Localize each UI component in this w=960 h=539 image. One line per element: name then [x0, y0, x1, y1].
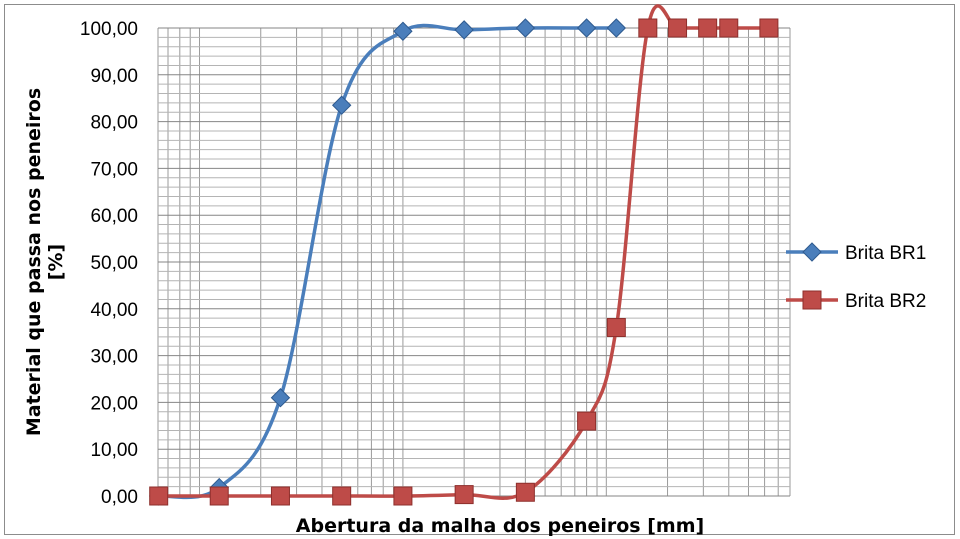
y-tick-label: 80,00	[90, 113, 138, 134]
series-line-brita-br1	[158, 23, 617, 500]
y-axis-title: Material que passa nos peneiros[%]	[23, 88, 67, 436]
y-tick-label: 20,00	[90, 393, 138, 414]
legend-marker-brita-br1	[802, 242, 822, 262]
y-axis-title-line-2: [%]	[45, 244, 67, 280]
y-tick-label: 70,00	[90, 159, 138, 180]
legend-item-brita-br2: Brita BR2	[786, 290, 926, 312]
data-point-brita-br2	[332, 486, 352, 506]
series-brita-br2	[149, 4, 779, 506]
data-point-brita-br2	[638, 18, 658, 38]
data-point-brita-br2	[577, 411, 597, 431]
data-point-brita-br1	[606, 18, 627, 38]
data-point-brita-br2	[606, 318, 626, 338]
legend-label-brita-br2: Brita BR2	[845, 291, 926, 312]
y-tick-label: 60,00	[90, 206, 138, 227]
series-layer	[148, 4, 779, 506]
data-point-brita-br1	[331, 95, 352, 115]
y-tick-label: 30,00	[90, 347, 138, 368]
data-point-brita-br1	[393, 21, 413, 41]
data-point-brita-br2	[698, 18, 718, 38]
data-point-brita-br2	[515, 482, 535, 502]
y-tick-label: 0,00	[101, 487, 138, 508]
data-point-brita-br2	[759, 18, 779, 38]
data-point-brita-br2	[209, 486, 229, 506]
data-point-brita-br2	[719, 18, 739, 38]
legend-label-brita-br1: Brita BR1	[845, 243, 926, 264]
x-axis-title: Abertura da malha dos peneiros [mm]	[296, 515, 704, 537]
data-point-brita-br2	[668, 18, 688, 38]
data-point-brita-br2	[454, 485, 474, 505]
y-tick-label: 100,00	[80, 19, 138, 40]
data-point-brita-br2	[149, 486, 169, 506]
data-point-brita-br1	[454, 20, 474, 40]
y-tick-label: 50,00	[90, 253, 138, 274]
y-tick-label: 10,00	[90, 440, 138, 461]
y-axis-title-line-1: Material que passa nos peneiros	[23, 88, 45, 436]
data-point-brita-br1	[270, 388, 291, 408]
data-point-brita-br2	[270, 486, 290, 506]
legend-item-brita-br1: Brita BR1	[786, 242, 926, 264]
data-point-brita-br2	[393, 486, 413, 506]
y-tick-labels: 0,00 10,00 20,00 30,00 40,00 50,00 60,00 70,00 8…	[80, 19, 138, 508]
data-point-brita-br1	[576, 18, 597, 38]
data-point-brita-br1	[515, 18, 536, 38]
y-tick-label: 40,00	[90, 300, 138, 321]
y-tick-label: 90,00	[90, 66, 138, 87]
legend-marker-brita-br2	[802, 290, 822, 310]
legend: Brita BR1 Brita BR2	[786, 242, 926, 312]
